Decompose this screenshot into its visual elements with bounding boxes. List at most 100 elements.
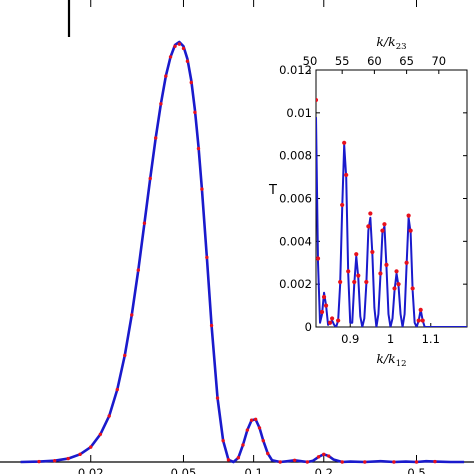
inset-x2-tick-label: 55 xyxy=(335,54,350,68)
x-tick-label: 0.1 xyxy=(244,466,262,474)
main-series-point xyxy=(327,454,331,458)
main-series-point xyxy=(363,460,367,464)
inset-series-point xyxy=(327,320,333,325)
inset-plot: 0 0.002 0.004 0.006 0.008 0.01 0.012 0.9 1 1.1 50 5… xyxy=(268,34,474,369)
main-series-point xyxy=(115,387,119,392)
inset-series-point xyxy=(392,286,397,291)
inset-series-point xyxy=(366,224,371,229)
main-series-point xyxy=(205,255,209,260)
main-series-point xyxy=(177,42,182,46)
main-series-point xyxy=(253,417,258,422)
inset-x2-axis-label-main: k/k xyxy=(376,34,395,49)
main-series-point xyxy=(221,438,225,443)
main-series-point xyxy=(159,102,163,106)
inset-series-point xyxy=(364,279,369,285)
inset-series-point xyxy=(344,172,349,178)
main-series-point xyxy=(185,59,190,63)
main-series-point xyxy=(266,451,270,456)
inset-series-point xyxy=(330,316,335,321)
inset-x-axis-label-subscript: 12 xyxy=(396,359,407,369)
main-series-point xyxy=(173,44,177,48)
inset-series-point xyxy=(352,279,357,285)
main-series-point xyxy=(107,414,111,418)
inset-y-tick-label: 0.006 xyxy=(279,192,312,206)
inset-series-point xyxy=(323,303,329,308)
main-series-point xyxy=(316,455,321,459)
inset-y-axis-label: T xyxy=(268,183,277,198)
inset-x-tick-label: 1.1 xyxy=(422,332,440,346)
main-series-point xyxy=(226,458,231,462)
inset-series-point xyxy=(346,269,351,274)
main-series-point xyxy=(142,221,147,225)
inset-x2-axis-label-subscript: 23 xyxy=(396,42,407,52)
inset-series-point xyxy=(382,222,387,227)
main-series-point xyxy=(89,445,93,449)
inset-series-group xyxy=(316,97,467,327)
main-series-point xyxy=(340,460,344,464)
inset-series-point xyxy=(410,286,415,291)
inset-series-point xyxy=(378,271,383,276)
main-series-point xyxy=(392,460,396,464)
main-series-point xyxy=(66,456,70,461)
main-series-point xyxy=(249,418,254,422)
main-series-point xyxy=(153,136,158,140)
inset-series-point xyxy=(396,282,401,287)
inset-y-tick-label: 0.008 xyxy=(279,149,312,163)
main-series-point xyxy=(322,452,326,457)
main-series-point xyxy=(292,458,297,462)
main-series-point xyxy=(245,428,250,432)
inset-series-point xyxy=(319,309,325,315)
inset-series-point xyxy=(404,260,409,265)
main-series-point xyxy=(305,460,310,464)
inset-x-axis-label-main: k/k xyxy=(376,351,395,366)
inset-series-point xyxy=(336,318,341,323)
inset-x-tick-label: 0.9 xyxy=(341,332,359,346)
main-series-point xyxy=(215,396,220,400)
inset-x2-tick-label: 65 xyxy=(399,54,414,68)
inset-series-point xyxy=(384,262,389,267)
inset-y-tick-label: 0.004 xyxy=(279,234,312,248)
main-series-point xyxy=(168,55,173,59)
inset-series-point xyxy=(370,249,375,255)
main-series-point xyxy=(148,176,152,181)
inset-series-point xyxy=(342,140,347,145)
main-series-point xyxy=(37,459,41,464)
main-series-point xyxy=(200,187,204,191)
inset-y-tick-label: 0.012 xyxy=(279,63,312,77)
main-series-point xyxy=(433,459,437,464)
inset-x2-tick-label: 60 xyxy=(367,54,382,68)
x-tick-label: 0.2 xyxy=(315,466,333,474)
inset-series-point xyxy=(340,202,345,208)
main-series-point xyxy=(196,146,201,151)
main-series-point xyxy=(164,74,168,78)
inset-series-point xyxy=(408,228,413,233)
main-series-point xyxy=(414,460,419,464)
inset-series-point xyxy=(356,273,361,278)
inset-series-point xyxy=(416,318,421,323)
main-series-point xyxy=(136,268,141,272)
main-series-point xyxy=(241,443,245,447)
main-series-point xyxy=(193,110,197,115)
inset-series-point xyxy=(316,97,319,103)
inset-x-tick-label: 1 xyxy=(387,332,394,346)
main-series-point xyxy=(52,459,57,463)
inset-series-point xyxy=(368,211,373,216)
main-series-point xyxy=(130,313,134,317)
main-series-point xyxy=(98,432,103,436)
inset-series-point xyxy=(418,307,423,312)
inset-series-curve xyxy=(316,117,467,327)
inset-x2-axis-label: k/k23 xyxy=(376,34,406,52)
x-tick-label: 0.05 xyxy=(171,466,197,474)
inset-y-tick-label: 0.01 xyxy=(286,106,312,120)
x-tick-label: 0.02 xyxy=(78,466,104,474)
inset-y-tick-label: 0.002 xyxy=(279,277,312,291)
main-series-point xyxy=(261,438,265,443)
inset-series-point xyxy=(420,318,425,323)
main-series-point xyxy=(189,80,193,85)
inset-series-point xyxy=(316,256,321,261)
inset-series-point xyxy=(406,213,411,218)
x-tick-label: 0.5 xyxy=(407,466,425,474)
main-series-point xyxy=(236,456,241,460)
